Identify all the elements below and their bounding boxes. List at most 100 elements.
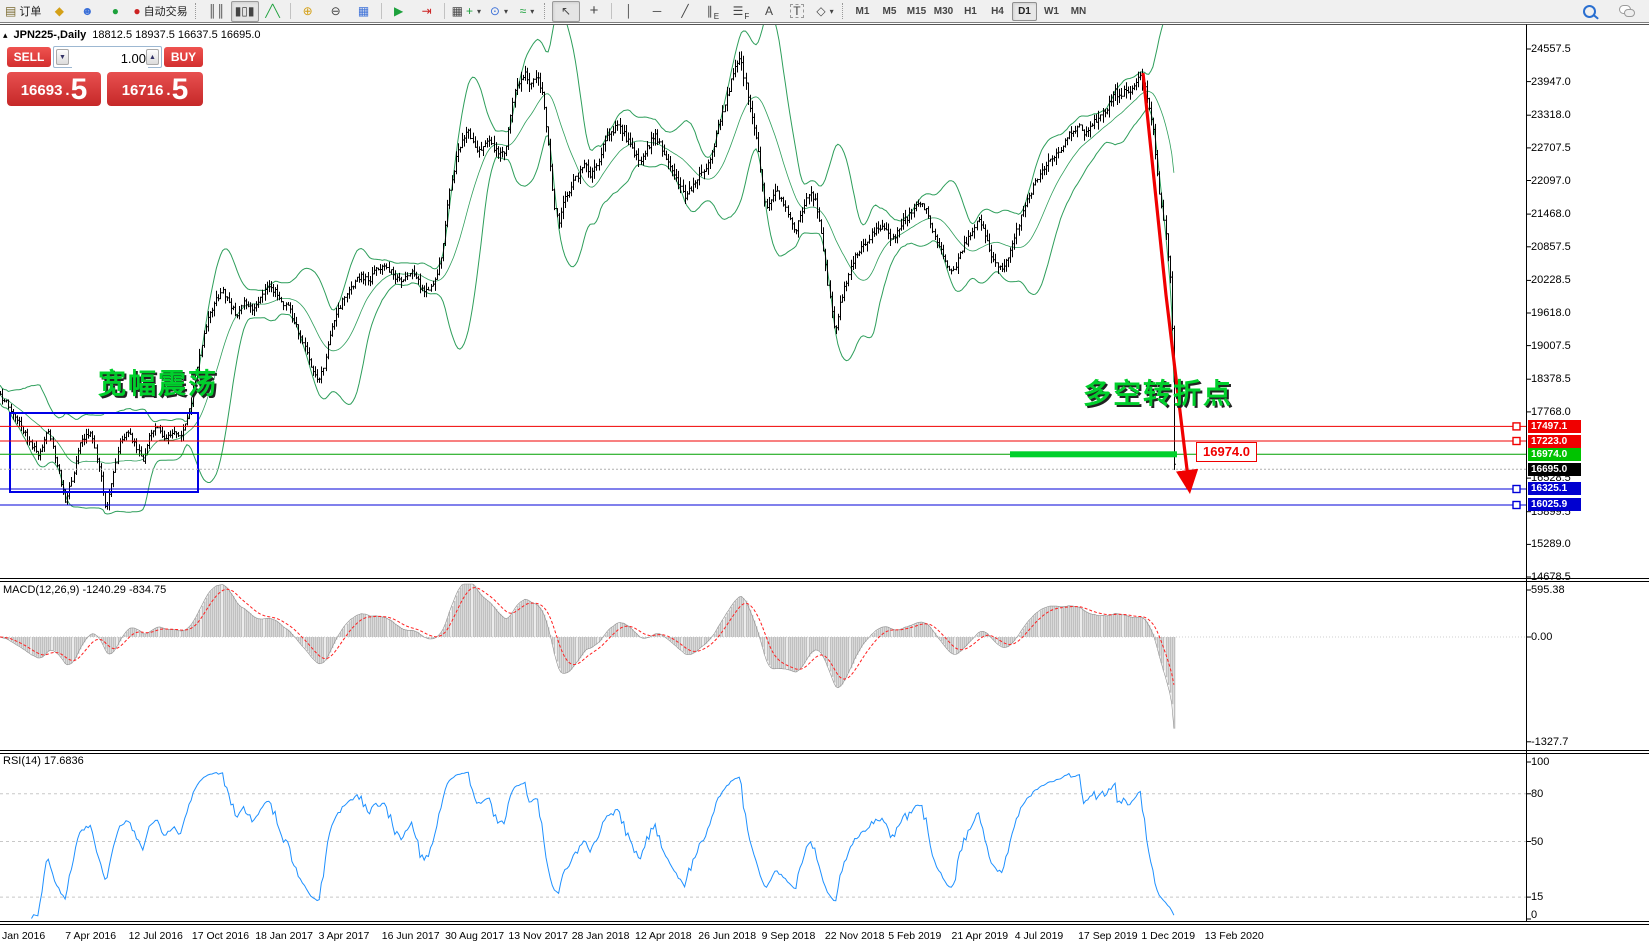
volume-input[interactable] — [72, 47, 148, 69]
symbol-name: JPN225-,Daily — [13, 29, 87, 41]
timeframe-M30[interactable]: M30 — [933, 5, 954, 17]
time-axis-label: 9 Sep 2018 — [761, 930, 816, 942]
bollinger-lower — [0, 107, 1175, 515]
price-axis-label: 20857.5 — [1531, 240, 1571, 253]
macd-line — [0, 583, 1175, 729]
bollinger-middle — [0, 90, 1175, 464]
horizontal-line-button[interactable]: ─ — [643, 1, 671, 22]
line-chart-button[interactable]: ╱╲ — [259, 1, 287, 22]
crosshair-button[interactable]: + — [580, 1, 608, 22]
accounts-button[interactable]: ☻ — [73, 1, 101, 22]
time-axis-label: 16 Jun 2017 — [381, 930, 440, 942]
timeframe-D1[interactable]: D1 — [1011, 1, 1037, 21]
timeframe-W1[interactable]: W1 — [1043, 5, 1059, 17]
indicators-button[interactable]: ≈ ▾ — [513, 1, 541, 22]
timeframe-H1[interactable]: H1 — [964, 5, 977, 17]
zoom-in-icon: ⊕ — [302, 4, 313, 18]
auto-scroll-button[interactable]: ▶ — [385, 1, 413, 22]
fibonacci-button[interactable]: ☰ F — [732, 4, 750, 21]
support-line-16325-handle[interactable] — [1512, 484, 1521, 494]
sell-price-box[interactable]: 16693. 5 — [7, 72, 101, 106]
periods-icon: ⊙ — [489, 4, 500, 18]
vertical-line-button[interactable]: │ — [615, 1, 643, 22]
accounts-icon: ☻ — [81, 4, 94, 18]
time-axis-label: 7 Apr 2016 — [65, 930, 117, 942]
timeframe-M1[interactable]: M1 — [855, 5, 870, 17]
signals-icon: ● — [111, 4, 119, 18]
macd-axis-label: 0.00 — [1531, 631, 1553, 643]
candlestick-button[interactable]: ▮▯▮ — [230, 0, 259, 22]
time-axis-label: 18 Jan 2017 — [255, 930, 313, 942]
time-axis-label: 1 Dec 2019 — [1141, 930, 1196, 942]
time-axis-label: 22 Nov 2018 — [824, 930, 885, 942]
label-tool-button[interactable]: T — [783, 1, 811, 22]
cursor-button[interactable]: ↖ — [551, 0, 580, 22]
rsi-axis-label: 80 — [1531, 787, 1544, 800]
resistance-line-17497-handle[interactable] — [1512, 422, 1521, 431]
time-axis-label: 17 Sep 2019 — [1078, 930, 1138, 942]
separator — [443, 3, 445, 19]
chevron-down-icon: ▾ — [829, 6, 834, 16]
chat-button[interactable] — [1613, 1, 1641, 22]
price-axis-label: 19618.0 — [1531, 307, 1571, 319]
volume-decrease-button[interactable]: ▼ — [56, 49, 69, 65]
volume-increase-button[interactable]: ▲ — [146, 49, 159, 65]
chart-icon: ▴ — [3, 29, 8, 40]
price-badge: 17223.0 — [1528, 434, 1581, 448]
trend-arrow[interactable] — [1141, 72, 1199, 494]
chart-title: ▴ JPN225-,Daily 18812.5 18937.5 16637.5 … — [3, 29, 261, 41]
new-order-button[interactable]: ▤ 订单 — [5, 4, 42, 18]
search-button[interactable] — [1575, 1, 1603, 22]
tile-windows-button[interactable]: ▦ — [350, 1, 378, 22]
periods-button[interactable]: ⊙ ▾ — [485, 1, 513, 22]
buy-price-box[interactable]: 16716. 5 — [107, 72, 203, 106]
new-chart-button[interactable]: ▦ + ▾ — [448, 1, 485, 22]
toolbar-grip — [194, 3, 200, 19]
sell-button[interactable]: SELL — [7, 47, 51, 67]
timeframe-M5[interactable]: M5 — [882, 5, 897, 17]
plus-icon: + — [465, 4, 473, 18]
resistance-line-17223-handle[interactable] — [1512, 436, 1521, 446]
autotrading-button[interactable]: ● 自动交易 — [133, 4, 188, 18]
price-axis-label: 15289.0 — [1531, 538, 1571, 551]
price-axis-label: 20228.5 — [1531, 274, 1571, 287]
zoom-out-button[interactable]: ⊖ — [322, 1, 350, 22]
gold-button[interactable]: ◆ — [45, 1, 73, 22]
timeframe-M15[interactable]: M15 — [906, 5, 927, 17]
vertical-line-icon: │ — [625, 4, 633, 18]
annotation-range-oscillation[interactable]: 宽幅震荡 — [98, 368, 219, 399]
chart-shift-button[interactable]: ⇥ — [413, 1, 441, 22]
buy-button[interactable]: BUY — [164, 47, 203, 67]
rsi-axis-label: 0 — [1531, 909, 1538, 921]
shapes-button[interactable]: ◇ ▾ — [811, 1, 839, 22]
rsi-axis-label: 50 — [1531, 835, 1544, 848]
macd-axis-label: -1327.7 — [1531, 735, 1569, 748]
volume-stepper: ▼ ▲ — [53, 46, 162, 69]
time-axis-label: 30 Aug 2017 — [445, 930, 505, 942]
signals-button[interactable]: ● — [101, 1, 129, 22]
macd-histogram — [1, 584, 1176, 729]
annotation-turning-point[interactable]: 多空转折点 — [1083, 378, 1234, 409]
macd-label: MACD(12,26,9) -1240.29 -834.75 — [3, 584, 167, 596]
highlight-segment-16974[interactable] — [1010, 451, 1177, 458]
support-line-16025-handle[interactable] — [1512, 500, 1521, 510]
zoom-in-button[interactable]: ⊕ — [294, 1, 322, 22]
chevron-down-icon: ▾ — [530, 6, 535, 16]
macd-axis-label: 595.38 — [1531, 584, 1565, 596]
time-axis-label: 17 Oct 2016 — [191, 930, 250, 942]
bar-chart-button[interactable]: ║║ — [203, 1, 231, 22]
timeframe-H4[interactable]: H4 — [991, 5, 1004, 17]
shapes-icon: ◇ — [816, 4, 826, 18]
toolbar-grip — [841, 3, 847, 19]
price-axis-label: 18378.5 — [1531, 373, 1571, 386]
price-callout-16974[interactable]: 16974.0 — [1196, 442, 1257, 462]
separator — [289, 3, 291, 19]
consolidation-box[interactable] — [9, 412, 199, 493]
time-axis-label: 13 Feb 2020 — [1204, 930, 1264, 942]
trendline-icon: ╱ — [681, 4, 689, 18]
trendline-button[interactable]: ╱ — [671, 1, 699, 22]
timeframe-MN[interactable]: MN — [1070, 5, 1087, 17]
channel-button[interactable]: ∥ E — [706, 4, 720, 21]
text-tool-button[interactable]: A — [764, 4, 773, 18]
